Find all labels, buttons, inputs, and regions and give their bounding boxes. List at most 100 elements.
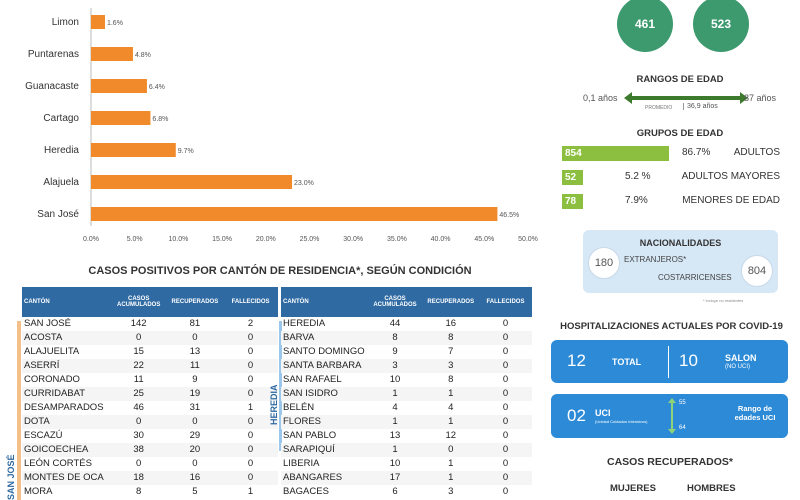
table-row: BARVA 8 8 0 bbox=[281, 331, 532, 345]
x-tick-label: 25.0% bbox=[300, 236, 320, 243]
province-bar-chart: Limon 1.6% Puntarenas 4.8% Guanacaste 6.4% Car… bbox=[25, 8, 538, 243]
age-avg: 36,9 años bbox=[683, 103, 718, 110]
bar bbox=[91, 143, 176, 157]
data-label: 4.8% bbox=[135, 52, 151, 59]
table-row: ASERRÍ 22 11 0 bbox=[22, 359, 278, 373]
age-groups-title: GRUPOS DE EDAD bbox=[636, 128, 724, 139]
col-header-cases-2: CASOS ACUMULADOS bbox=[367, 287, 423, 317]
value-cell: 11 bbox=[189, 360, 200, 371]
value-cell: 25 bbox=[133, 388, 144, 399]
data-label: 23.0% bbox=[294, 180, 314, 187]
value-cell: 0 bbox=[448, 444, 454, 455]
age-group-bar: 854 bbox=[562, 146, 669, 161]
value-cell: 0 bbox=[247, 332, 254, 343]
canton-cell: BELÉN bbox=[283, 402, 315, 413]
uci-value: 02 bbox=[567, 406, 586, 425]
table-row: DOTA 0 0 0 bbox=[22, 415, 278, 429]
category-label: Limon bbox=[52, 17, 79, 28]
province-bar-right bbox=[279, 321, 282, 451]
value-cell: 1 bbox=[448, 472, 454, 483]
value-cell: 8 bbox=[448, 374, 454, 385]
canton-cell: BARVA bbox=[283, 332, 315, 343]
value-cell: 0 bbox=[502, 388, 509, 399]
value-cell: 9 bbox=[192, 374, 198, 385]
table-row: HEREDIA 44 16 0 bbox=[281, 317, 532, 331]
canton-cell: HEREDIA bbox=[283, 318, 326, 329]
value-cell: 8 bbox=[392, 332, 398, 343]
foreign-count: 180 bbox=[588, 247, 620, 279]
uci-panel: 02 UCI (Unidad Cuidados Intensivos) 55 6… bbox=[551, 394, 788, 438]
value-cell: 0 bbox=[136, 332, 142, 343]
table-row: SAN RAFAEL 10 8 0 bbox=[281, 373, 532, 387]
value-cell: 0 bbox=[136, 416, 142, 427]
bar bbox=[91, 111, 151, 125]
value-cell: 0 bbox=[502, 346, 509, 357]
x-tick-label: 10.0% bbox=[168, 236, 188, 243]
table-row: CORONADO 11 9 0 bbox=[22, 373, 278, 387]
canton-cell: ACOSTA bbox=[24, 332, 63, 343]
age-group-label: ADULTOS bbox=[733, 147, 780, 158]
value-cell: 0 bbox=[502, 416, 509, 427]
age-group-pct: 7.9% bbox=[625, 195, 648, 206]
canton-cell: ESCAZÚ bbox=[24, 430, 63, 441]
age-min: 0,1 años bbox=[583, 93, 618, 103]
foreign-label: EXTRANJEROS* bbox=[624, 255, 687, 264]
age-group-pct: 86.7% bbox=[682, 147, 711, 158]
value-cell: 11 bbox=[133, 374, 144, 385]
value-cell: 30 bbox=[133, 430, 144, 441]
table-row: SANTO DOMINGO 9 7 0 bbox=[281, 345, 532, 359]
category-label: Alajuela bbox=[43, 177, 79, 188]
data-label: 9.7% bbox=[178, 148, 194, 155]
col-header-recovered-2: RECUPERADOS bbox=[422, 287, 479, 317]
canton-cell: LEÓN CORTÉS bbox=[24, 458, 92, 469]
col-header-canton-2: CANTÓN bbox=[281, 287, 368, 317]
value-cell: 46 bbox=[133, 402, 144, 413]
category-label: Cartago bbox=[43, 113, 79, 124]
table-row: SARAPIQUÍ 1 0 0 bbox=[281, 443, 532, 457]
hospital-divider bbox=[668, 346, 669, 378]
table-row: ACOSTA 0 0 0 bbox=[22, 331, 278, 345]
value-cell: 0 bbox=[502, 318, 509, 329]
canton-cell: SANTO DOMINGO bbox=[283, 346, 365, 357]
hospital-title: HOSPITALIZACIONES ACTUALES POR COVID-19 bbox=[560, 321, 783, 332]
value-cell: 0 bbox=[247, 416, 254, 427]
category-label: San José bbox=[37, 209, 79, 220]
col-header-deaths-2: FALLECIDOS bbox=[478, 287, 532, 317]
value-cell: 18 bbox=[133, 472, 144, 483]
data-label: 6.4% bbox=[149, 84, 165, 91]
table-row: MORA 8 5 1 bbox=[22, 485, 278, 499]
value-cell: 16 bbox=[189, 472, 201, 483]
canton-cell: CURRIDABAT bbox=[24, 388, 86, 399]
canton-cell: SAN JOSÉ bbox=[24, 318, 71, 329]
hospital-total-label: TOTAL bbox=[612, 357, 642, 367]
value-cell: 7 bbox=[448, 346, 454, 357]
value-cell: 5 bbox=[192, 486, 198, 497]
hospital-salon-value: 10 bbox=[679, 351, 698, 370]
table-row: ABANGARES 17 1 0 bbox=[281, 471, 532, 485]
value-cell: 22 bbox=[133, 360, 144, 371]
province-label-heredia: HEREDIA bbox=[269, 384, 279, 425]
value-cell: 0 bbox=[136, 458, 142, 469]
table-row: MONTES DE OCA 18 16 0 bbox=[22, 471, 278, 485]
data-label: 46.5% bbox=[499, 212, 519, 219]
x-tick-label: 40.0% bbox=[431, 236, 451, 243]
canton-cell: MONTES DE OCA bbox=[24, 472, 104, 483]
value-cell: 0 bbox=[247, 360, 254, 371]
value-cell: 0 bbox=[502, 472, 509, 483]
x-tick-label: 30.0% bbox=[343, 236, 363, 243]
value-cell: 0 bbox=[502, 360, 509, 371]
value-cell: 1 bbox=[392, 388, 398, 399]
x-tick-label: 20.0% bbox=[256, 236, 276, 243]
value-cell: 0 bbox=[247, 444, 254, 455]
value-cell: 3 bbox=[392, 360, 398, 371]
x-tick-label: 5.0% bbox=[127, 236, 143, 243]
value-cell: 10 bbox=[389, 374, 401, 385]
canton-cell: ASERRÍ bbox=[24, 360, 60, 371]
value-cell: 4 bbox=[448, 402, 454, 413]
x-tick-label: 50.0% bbox=[518, 236, 538, 243]
value-cell: 0 bbox=[192, 458, 198, 469]
table-row: FLORES 1 1 0 bbox=[281, 415, 532, 429]
value-cell: 0 bbox=[247, 430, 254, 441]
col-header-cases: CASOS ACUMULADOS bbox=[110, 287, 167, 317]
table-row: BELÉN 4 4 0 bbox=[281, 401, 532, 415]
